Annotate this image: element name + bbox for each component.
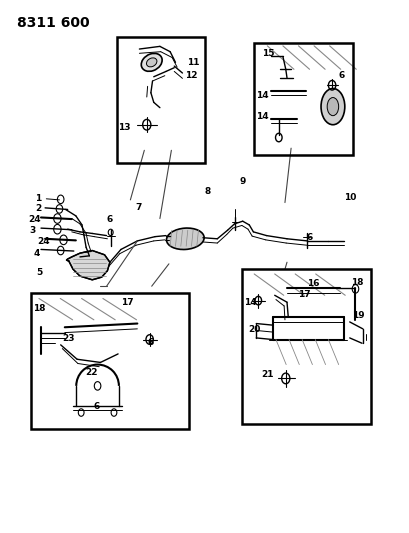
Polygon shape xyxy=(66,251,110,280)
Text: 18: 18 xyxy=(350,278,362,287)
Text: 8: 8 xyxy=(204,188,210,196)
Text: 1: 1 xyxy=(35,194,41,203)
Ellipse shape xyxy=(166,228,204,249)
Ellipse shape xyxy=(141,53,162,71)
Text: 17: 17 xyxy=(297,290,310,298)
Text: 15: 15 xyxy=(261,49,273,58)
Text: 24: 24 xyxy=(37,238,49,246)
Text: 9: 9 xyxy=(238,177,245,185)
Text: 11: 11 xyxy=(186,59,198,67)
Text: 6: 6 xyxy=(338,71,344,80)
Bar xyxy=(31,293,188,429)
Text: 16: 16 xyxy=(306,279,318,288)
Text: 8311 600: 8311 600 xyxy=(17,16,90,30)
Text: 23: 23 xyxy=(62,334,74,343)
Text: 14: 14 xyxy=(255,92,268,100)
Text: 22: 22 xyxy=(85,368,97,376)
Text: 24: 24 xyxy=(28,215,40,224)
Text: 4: 4 xyxy=(34,249,40,258)
Bar xyxy=(117,37,204,163)
Text: 2: 2 xyxy=(35,205,41,213)
Text: 14: 14 xyxy=(244,298,256,307)
Text: 14: 14 xyxy=(255,112,268,120)
Text: 7: 7 xyxy=(135,204,142,212)
Bar xyxy=(241,269,370,424)
Text: 19: 19 xyxy=(351,311,364,320)
Text: 18: 18 xyxy=(33,304,45,312)
Ellipse shape xyxy=(320,88,344,125)
Text: 17: 17 xyxy=(121,298,133,307)
Text: 3: 3 xyxy=(29,227,36,235)
Text: 10: 10 xyxy=(344,193,356,201)
Text: 21: 21 xyxy=(261,370,273,378)
Text: 20: 20 xyxy=(248,325,260,334)
Text: 6: 6 xyxy=(106,215,112,224)
Text: 12: 12 xyxy=(185,71,197,80)
Text: 6: 6 xyxy=(93,402,99,410)
Text: 6: 6 xyxy=(306,233,312,241)
Ellipse shape xyxy=(326,98,338,116)
Text: 13: 13 xyxy=(118,124,130,132)
Text: 6: 6 xyxy=(147,338,153,346)
Text: 5: 5 xyxy=(36,269,42,277)
Ellipse shape xyxy=(146,58,157,67)
Bar xyxy=(254,43,352,155)
